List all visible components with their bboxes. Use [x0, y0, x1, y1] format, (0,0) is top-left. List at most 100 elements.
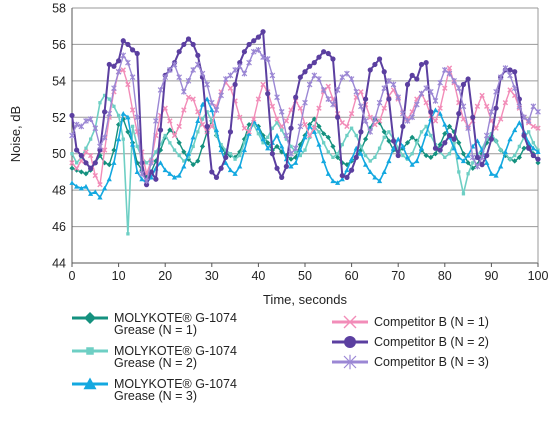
data-point — [358, 129, 364, 135]
data-point — [73, 121, 80, 128]
data-point — [116, 136, 122, 142]
legend-item-competitor-n1: Competitor B (N = 1) — [330, 315, 550, 330]
gridlines — [72, 7, 538, 264]
data-point — [200, 117, 205, 121]
data-point — [530, 103, 537, 110]
x-tick-label: 40 — [251, 269, 265, 283]
data-point — [297, 123, 304, 130]
data-point — [69, 112, 75, 119]
data-point — [325, 96, 332, 102]
data-point — [461, 192, 466, 196]
data-point — [176, 140, 182, 146]
data-point — [521, 145, 527, 151]
data-point — [252, 122, 256, 127]
legend-marker — [343, 354, 357, 370]
data-point — [232, 67, 238, 73]
data-point — [83, 183, 89, 189]
data-point — [353, 154, 359, 160]
data-point — [321, 49, 327, 55]
data-point — [441, 67, 448, 73]
data-point — [516, 120, 522, 125]
data-point — [404, 140, 411, 146]
data-point — [181, 107, 187, 113]
legend-item-g1074-n2: MOLYKOTE® G-1074 Grease (N = 2) — [70, 345, 280, 369]
data-point — [213, 127, 220, 133]
data-point — [157, 87, 164, 93]
data-point — [260, 54, 266, 61]
data-point — [195, 158, 201, 164]
data-point — [195, 52, 201, 58]
data-point — [432, 145, 439, 151]
data-point — [470, 114, 476, 120]
legend-item-g1074-n1: MOLYKOTE® G-1074 Grease (N = 1) — [70, 312, 280, 336]
data-point — [474, 163, 481, 170]
data-point — [386, 138, 392, 144]
data-point — [246, 121, 252, 128]
data-point — [512, 69, 518, 75]
data-point — [241, 49, 248, 55]
data-point — [129, 107, 136, 113]
data-point — [73, 165, 80, 171]
data-point — [362, 162, 369, 167]
data-point — [265, 145, 271, 151]
data-point — [218, 92, 224, 99]
data-point — [125, 41, 131, 48]
data-point — [493, 105, 499, 111]
data-point — [502, 149, 508, 154]
data-point — [335, 152, 340, 156]
data-point — [78, 152, 84, 159]
data-point — [134, 169, 140, 175]
data-point — [535, 108, 541, 115]
data-point — [387, 130, 391, 134]
data-point — [106, 162, 112, 168]
data-point — [185, 151, 192, 156]
data-point — [167, 67, 173, 73]
data-point — [410, 152, 414, 156]
data-point — [279, 143, 285, 149]
data-point — [525, 118, 532, 124]
data-point — [497, 74, 504, 81]
data-point — [502, 65, 509, 71]
data-point — [144, 161, 149, 165]
data-point — [278, 108, 285, 115]
data-point — [182, 159, 186, 163]
legend-swatch-square — [72, 347, 108, 355]
data-point — [194, 61, 201, 68]
legend-label: Competitor B (N = 1) — [374, 315, 489, 329]
data-point — [92, 172, 98, 179]
line-chart: 44 46 48 50 52 54 56 58 0 10 20 30 40 50 60 70 80 90 100 T… — [8, 2, 548, 308]
data-point — [288, 107, 294, 113]
data-point — [260, 29, 266, 35]
data-point — [317, 130, 321, 134]
data-point — [306, 81, 313, 88]
data-point — [414, 101, 420, 108]
data-point — [83, 118, 89, 124]
data-point — [419, 130, 424, 134]
data-point — [190, 162, 196, 168]
data-point — [456, 140, 462, 146]
data-point — [293, 94, 299, 100]
data-point — [390, 138, 397, 144]
data-point — [70, 152, 74, 156]
data-point — [535, 160, 541, 166]
data-point — [143, 182, 150, 188]
data-point — [325, 50, 331, 57]
data-point — [409, 162, 415, 167]
data-point — [275, 121, 279, 125]
data-point — [292, 145, 299, 152]
data-point — [512, 158, 518, 164]
data-point — [330, 178, 336, 184]
data-point — [97, 143, 103, 150]
data-point — [210, 119, 214, 123]
data-point — [368, 159, 372, 163]
data-point — [120, 111, 126, 116]
y-tick-label: 56 — [52, 38, 66, 52]
data-point — [381, 105, 387, 111]
data-point — [376, 99, 383, 106]
data-point — [297, 74, 303, 80]
data-point — [535, 149, 541, 154]
data-point — [204, 81, 210, 88]
data-point — [236, 63, 243, 70]
data-point — [176, 74, 183, 81]
data-point — [382, 135, 386, 139]
